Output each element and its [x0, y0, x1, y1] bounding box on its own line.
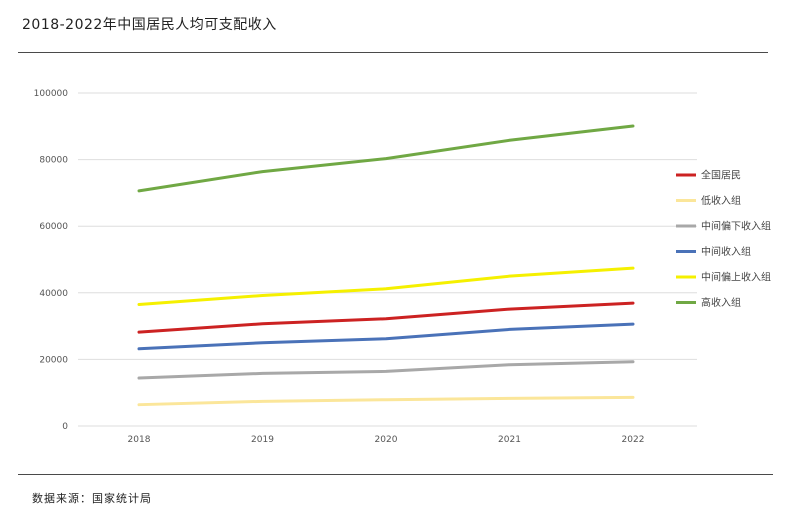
legend-label: 中间收入组	[701, 245, 751, 258]
series-lines	[137, 124, 635, 407]
legend-label: 中间偏下收入组	[701, 220, 771, 233]
y-axis-ticks: 0 20000 40000 60000 80000 100000	[34, 89, 69, 432]
top-divider	[18, 52, 768, 53]
chart-title: 2018-2022年中国居民人均可支配收入	[22, 17, 277, 33]
y-tick-label: 0	[62, 422, 68, 432]
bottom-divider	[18, 474, 773, 475]
y-tick-label: 40000	[39, 289, 68, 299]
x-axis-ticks: 2018 2019 2020 2021 2022	[128, 435, 645, 445]
legend-label: 中间偏上收入组	[701, 271, 771, 284]
series-line	[137, 395, 635, 407]
series-line	[137, 301, 635, 334]
data-source: 数据来源：国家统计局	[32, 492, 152, 505]
x-tick-label: 2020	[375, 435, 398, 445]
x-tick-label: 2018	[128, 435, 151, 445]
x-tick-label: 2021	[498, 435, 521, 445]
legend-label: 全国居民	[701, 169, 741, 182]
y-tick-label: 20000	[39, 355, 68, 365]
legend-label: 高收入组	[701, 296, 741, 309]
series-line	[137, 266, 635, 306]
y-tick-label: 60000	[39, 222, 68, 232]
y-tick-label: 100000	[34, 89, 69, 99]
x-tick-label: 2019	[251, 435, 274, 445]
series-line	[137, 322, 635, 351]
series-line	[137, 360, 635, 380]
legend-label: 低收入组	[701, 194, 741, 207]
y-tick-label: 80000	[39, 156, 68, 166]
x-tick-label: 2022	[622, 435, 645, 445]
series-line	[137, 124, 635, 193]
